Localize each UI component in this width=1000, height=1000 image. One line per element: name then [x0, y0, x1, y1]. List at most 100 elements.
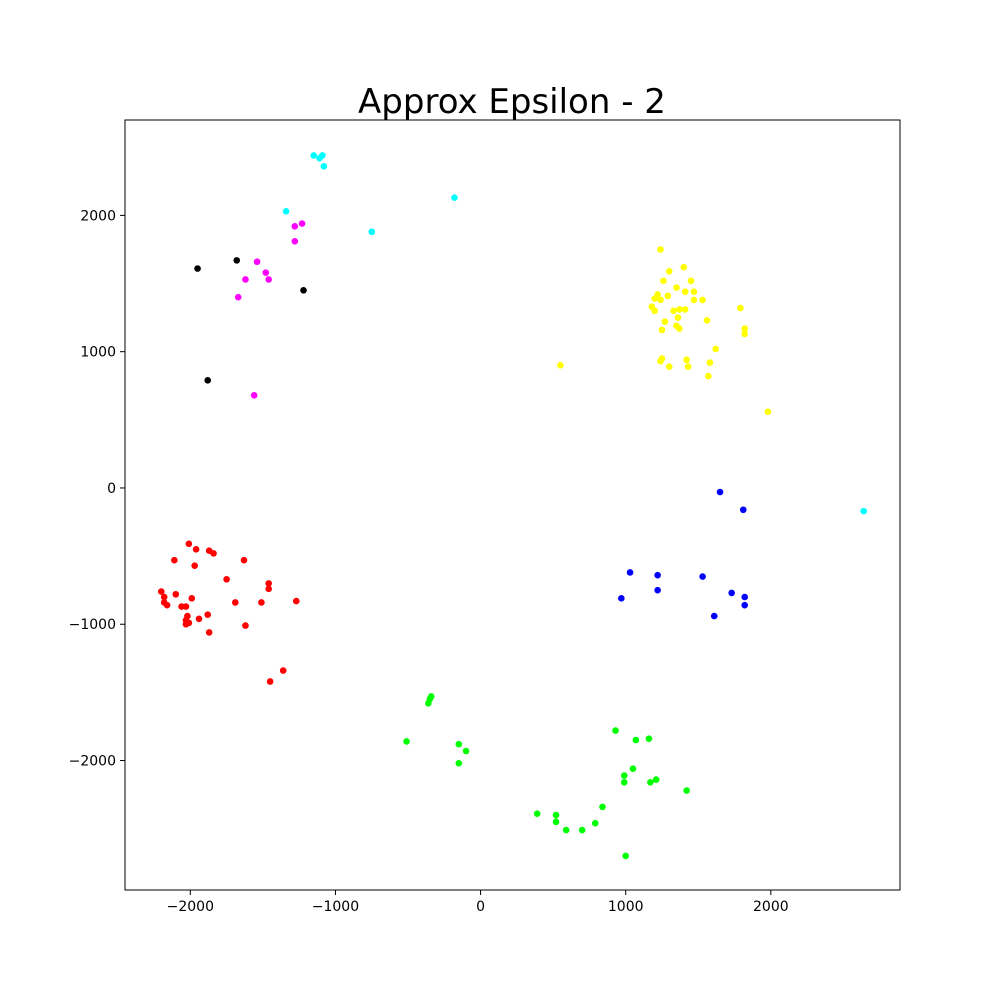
data-point	[741, 325, 749, 332]
data-point	[291, 223, 299, 230]
data-point	[673, 284, 680, 291]
data-point	[658, 326, 666, 334]
data-point	[665, 363, 673, 370]
data-point	[205, 629, 213, 636]
data-point	[741, 593, 749, 601]
data-point	[660, 277, 667, 285]
data-points	[157, 152, 868, 860]
data-point	[320, 163, 328, 170]
data-point	[690, 288, 698, 296]
data-point	[687, 277, 695, 285]
x-tick-label: 2000	[753, 899, 789, 915]
data-point	[676, 325, 683, 332]
chart-title: Approx Epsilon - 2	[358, 82, 666, 122]
data-point	[157, 588, 165, 595]
data-point	[262, 269, 270, 276]
data-point	[279, 667, 287, 674]
data-point	[739, 506, 747, 514]
data-point	[425, 699, 432, 707]
x-tick-label: 0	[476, 899, 485, 915]
y-tick-label: 0	[107, 481, 116, 497]
data-point	[681, 288, 689, 296]
y-tick-label: −1000	[69, 617, 116, 633]
data-point	[163, 601, 171, 609]
data-point	[172, 590, 180, 598]
data-point	[690, 296, 698, 304]
data-point	[652, 776, 660, 783]
data-point	[661, 318, 669, 325]
data-point	[455, 759, 463, 767]
data-point	[674, 314, 682, 321]
data-point	[764, 408, 772, 415]
data-point	[676, 306, 683, 313]
data-point	[298, 220, 306, 227]
data-point	[240, 556, 248, 564]
data-point	[204, 611, 212, 619]
data-point	[250, 391, 258, 399]
data-point	[706, 359, 714, 366]
data-point	[699, 573, 706, 580]
data-point	[728, 589, 735, 597]
data-point	[300, 287, 307, 294]
data-point	[741, 601, 749, 609]
data-point	[657, 357, 664, 365]
data-point	[191, 562, 198, 569]
data-point	[620, 779, 628, 786]
data-point	[557, 362, 564, 369]
data-point	[612, 727, 619, 734]
data-point	[654, 571, 661, 579]
data-point	[622, 852, 630, 860]
data-point	[645, 735, 653, 743]
y-tick-label: 2000	[80, 208, 116, 224]
data-point	[292, 597, 300, 605]
data-point	[552, 811, 560, 819]
data-point	[683, 356, 690, 364]
data-point	[160, 593, 168, 601]
y-tick-label: 1000	[80, 345, 116, 361]
data-point	[451, 194, 458, 201]
axes: −2000 −1000 0 1000 2000 −2000 −1000 0 1000 2000	[69, 208, 789, 915]
data-point	[651, 295, 659, 302]
data-point	[455, 740, 463, 748]
data-point	[210, 550, 217, 557]
data-point	[533, 810, 541, 817]
data-point	[319, 152, 326, 159]
data-point	[242, 622, 249, 629]
x-tick-label: −2000	[167, 899, 214, 915]
data-point	[192, 545, 200, 553]
data-point	[665, 267, 673, 275]
data-point	[620, 772, 628, 779]
data-point	[231, 599, 239, 606]
data-point	[681, 306, 689, 313]
data-point	[234, 293, 242, 301]
data-point	[647, 779, 654, 786]
data-point	[282, 208, 290, 215]
data-point	[185, 619, 193, 627]
data-point	[265, 580, 272, 587]
data-point	[204, 377, 212, 384]
data-point	[368, 228, 376, 236]
data-point	[860, 507, 868, 515]
data-point	[265, 276, 272, 283]
data-point	[185, 540, 193, 548]
data-point	[654, 586, 661, 594]
data-point	[562, 826, 570, 834]
data-point	[705, 372, 712, 380]
x-tick-label: 1000	[608, 899, 644, 915]
data-point	[629, 765, 637, 773]
data-point	[253, 258, 261, 266]
data-point	[680, 263, 688, 271]
data-point	[651, 307, 659, 315]
data-point	[684, 363, 692, 370]
data-point	[632, 736, 640, 744]
data-point	[552, 818, 560, 826]
data-point	[741, 330, 749, 338]
data-point	[670, 307, 677, 315]
data-point	[310, 152, 317, 159]
data-point	[626, 569, 634, 576]
data-point	[618, 595, 625, 602]
data-point	[266, 678, 274, 685]
data-point	[233, 257, 241, 264]
data-point	[710, 612, 718, 620]
